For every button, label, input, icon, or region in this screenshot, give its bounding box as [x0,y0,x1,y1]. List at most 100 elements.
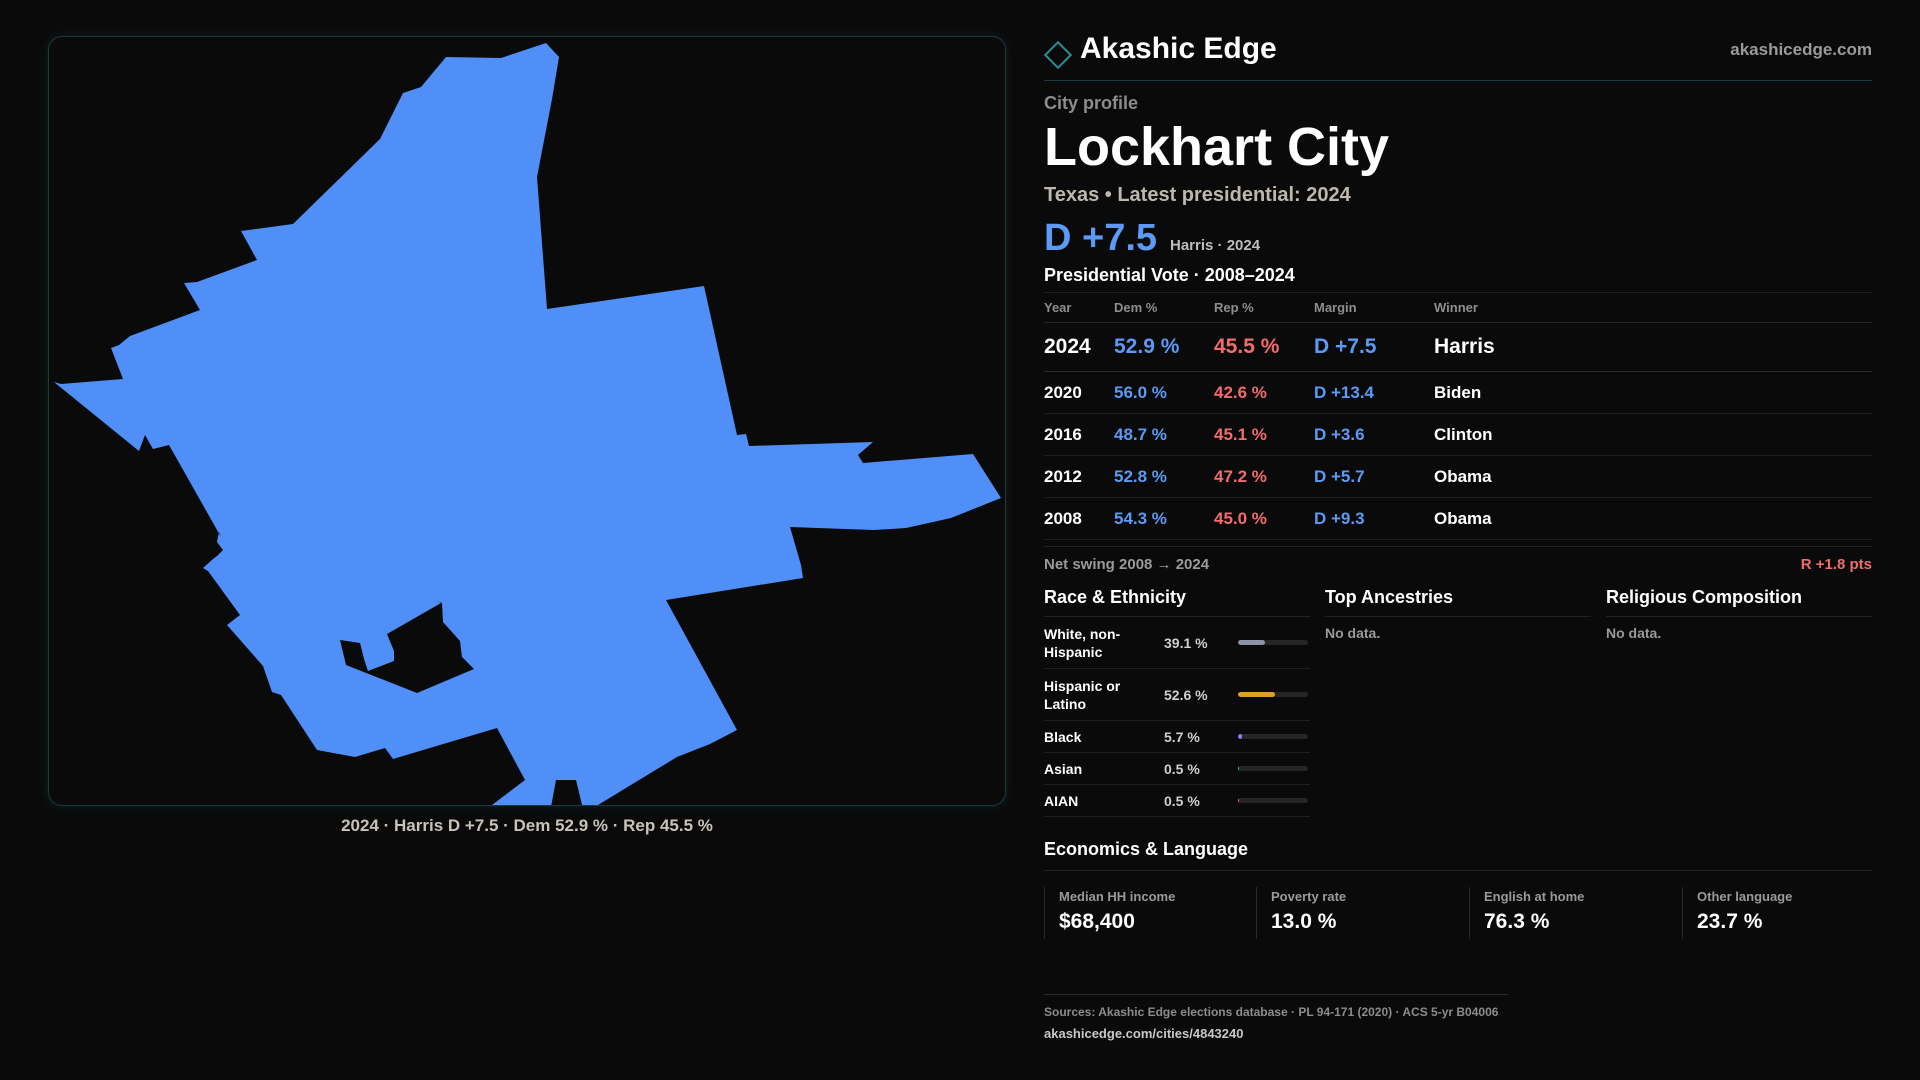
cell-dem: 56.0 % [1114,371,1214,415]
religion-title: Religious Composition [1606,587,1872,618]
sources-footer: Sources: Akashic Edge elections database… [1044,994,1508,1041]
diamond-outline-icon [1043,40,1073,70]
stat-other-language: Other language 23.7 % [1682,887,1872,940]
net-swing-value: R +1.8 pts [1800,556,1872,574]
race-row: White, non-Hispanic 39.1 % [1044,617,1310,670]
presidential-results-table: Year Dem % Rep % Margin Winner 2024 52.9… [1044,292,1872,541]
city-subtitle: Texas • Latest presidential: 2024 [1044,184,1351,207]
table-header-row: Year Dem % Rep % Margin Winner [1044,292,1872,324]
race-bar-track [1238,640,1308,646]
stat-value: 13.0 % [1271,910,1337,934]
stat-value: $68,400 [1059,910,1135,934]
map-caption: 2024 · Harris D +7.5 · Dem 52.9 % · Rep … [341,816,713,835]
net-swing-row: Net swing 2008 → 2024 R +1.8 pts [1044,546,1872,577]
race-bar-fill [1238,640,1266,646]
race-pct: 39.1 % [1164,634,1208,651]
cell-winner: Harris [1434,322,1872,373]
cell-year: 2024 [1044,322,1114,373]
race-bar-track [1238,734,1308,740]
brand-name[interactable]: Akashic Edge [1080,32,1277,65]
religion-empty: No data. [1606,625,1662,642]
cell-year: 2016 [1044,413,1114,457]
brand-header: Akashic Edge akashicedge.com [1043,30,1872,81]
race-bar-fill [1238,798,1240,804]
race-label: Black [1044,728,1082,745]
race-label: Hispanic or Latino [1044,677,1121,712]
stat-english-at-home: English at home 76.3 % [1469,887,1667,940]
race-bar-fill [1238,734,1242,740]
race-bar-fill [1238,692,1275,698]
profile-panel: Akashic Edge akashicedge.com City profil… [1043,30,1872,957]
cell-margin: D +3.6 [1314,413,1434,457]
cell-margin: D +7.5 [1314,322,1434,373]
column-header-margin: Margin [1314,292,1434,324]
table-row: 2016 48.7 % 45.1 % D +3.6 Clinton [1044,413,1872,457]
economics-section: Economics & Language Median HH income $6… [1044,839,1872,957]
demographics-columns: Race & Ethnicity White, non-Hispanic 39.… [1044,587,1872,827]
table-row: 2008 54.3 % 45.0 % D +9.3 Obama [1044,497,1872,541]
race-pct: 52.6 % [1164,686,1208,703]
net-swing-label: Net swing 2008 → 2024 [1044,556,1210,574]
race-pct: 0.5 % [1164,792,1200,809]
race-row: Black 5.7 % [1044,721,1310,754]
economics-stats: Median HH income $68,400 Poverty rate 13… [1044,887,1872,957]
race-label: Asian [1044,760,1083,777]
cell-rep: 42.6 % [1214,371,1314,415]
cell-rep: 45.0 % [1214,497,1314,541]
stat-label: Median HH income [1059,889,1176,905]
brand-url-link[interactable]: akashicedge.com [1730,40,1872,59]
cell-year: 2012 [1044,455,1114,499]
city-boundary-map [54,43,1001,805]
race-bar-track [1238,798,1308,804]
race-row: Hispanic or Latino 52.6 % [1044,669,1310,722]
stat-value: 23.7 % [1697,910,1763,934]
economics-title: Economics & Language [1044,839,1872,872]
table-row: 2024 52.9 % 45.5 % D +7.5 Harris [1044,322,1872,373]
sources-text: Sources: Akashic Edge elections database… [1044,1005,1499,1019]
cell-margin: D +13.4 [1314,371,1434,415]
race-row: Asian 0.5 % [1044,753,1310,786]
column-header-rep: Rep % [1214,292,1314,324]
sources-url-link[interactable]: akashicedge.com/cities/4843240 [1044,1026,1244,1041]
headline-margin-block: D +7.5 Harris · 2024 [1044,217,1872,261]
cell-year: 2008 [1044,497,1114,541]
stat-median-income: Median HH income $68,400 [1044,887,1242,940]
race-bar-track [1238,692,1308,698]
cell-winner: Obama [1434,455,1872,499]
race-ethnicity-section: Race & Ethnicity White, non-Hispanic 39.… [1044,587,1310,818]
presidential-vote-title: Presidential Vote · 2008–2024 [1044,265,1295,286]
cell-rep: 47.2 % [1214,455,1314,499]
ancestries-empty: No data. [1325,625,1381,642]
headline-margin-note: Harris · 2024 [1170,237,1261,255]
headline-margin: D +7.5 [1044,217,1158,260]
column-header-winner: Winner [1434,292,1872,324]
stat-label: Poverty rate [1271,889,1347,905]
cell-winner: Biden [1434,371,1872,415]
ancestries-section: Top Ancestries No data. [1325,587,1591,641]
race-ethnicity-title: Race & Ethnicity [1044,587,1310,618]
cell-margin: D +5.7 [1314,455,1434,499]
cell-year: 2020 [1044,371,1114,415]
cell-rep: 45.5 % [1214,322,1314,373]
race-bar-track [1238,766,1308,772]
cell-dem: 54.3 % [1114,497,1214,541]
race-bar-fill [1238,766,1240,772]
stat-label: Other language [1697,889,1793,905]
stat-value: 76.3 % [1484,910,1550,934]
religion-section: Religious Composition No data. [1606,587,1872,641]
cell-dem: 52.9 % [1114,322,1214,373]
cell-rep: 45.1 % [1214,413,1314,457]
column-header-year: Year [1044,292,1114,324]
column-header-dem: Dem % [1114,292,1214,324]
race-label: AIAN [1044,792,1079,809]
cell-winner: Clinton [1434,413,1872,457]
city-boundary-shape [54,43,1001,805]
race-pct: 0.5 % [1164,760,1200,777]
stat-label: English at home [1484,889,1585,905]
city-map [48,36,1006,806]
table-row: 2012 52.8 % 47.2 % D +5.7 Obama [1044,455,1872,499]
cell-dem: 52.8 % [1114,455,1214,499]
cell-margin: D +9.3 [1314,497,1434,541]
table-row: 2020 56.0 % 42.6 % D +13.4 Biden [1044,371,1872,415]
race-row: AIAN 0.5 % [1044,785,1310,818]
